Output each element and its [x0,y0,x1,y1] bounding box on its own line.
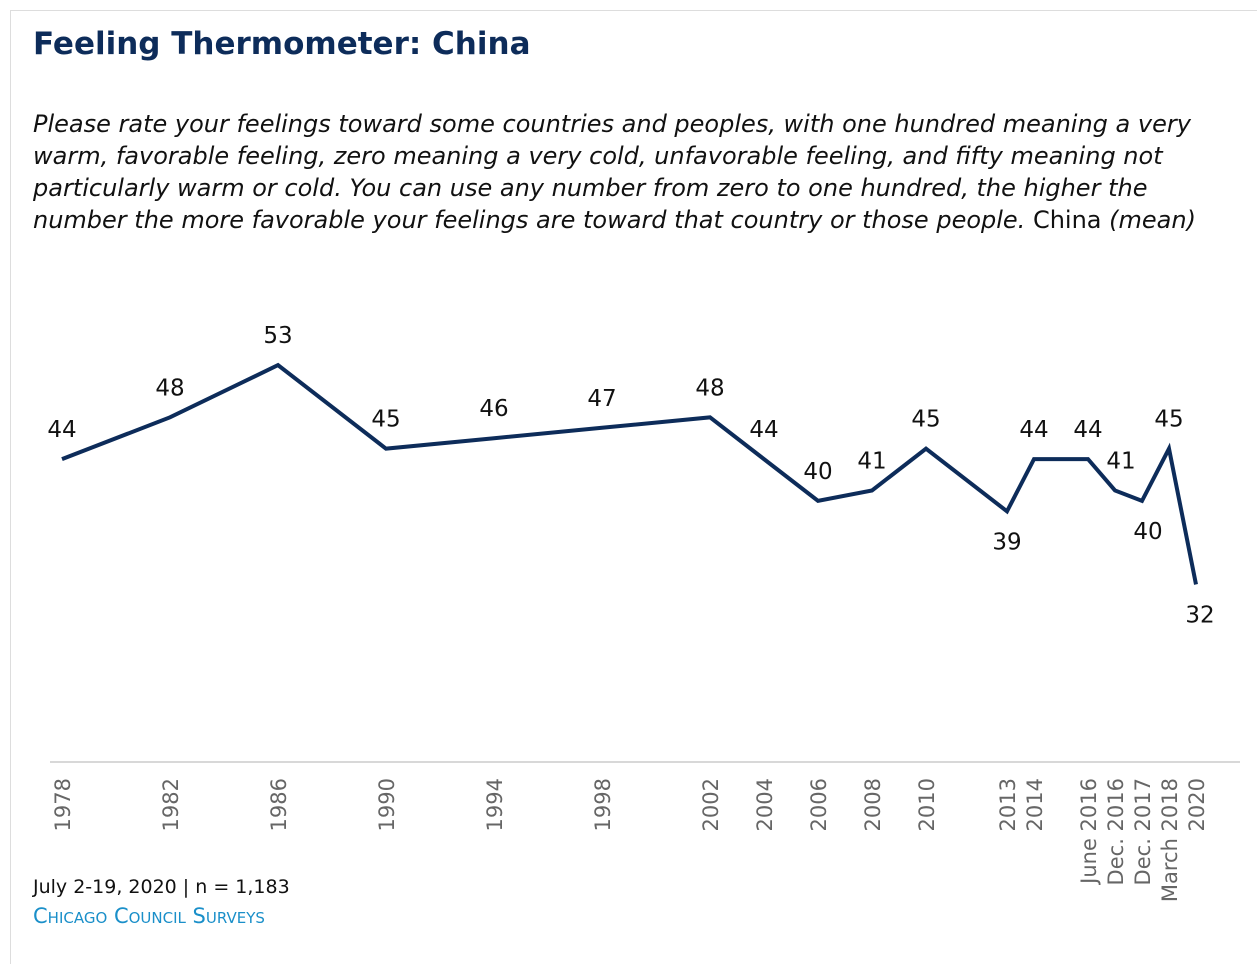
x-tick-label: 1982 [159,778,183,831]
x-tick-label: Dec. 2016 [1104,778,1128,885]
chart-title: Feeling Thermometer: China [33,26,531,62]
x-tick-label: 1998 [591,778,615,831]
data-label: 44 [1073,417,1102,443]
data-label: 47 [587,386,616,412]
x-tick-label: 2004 [753,778,777,831]
x-tick-label: 2008 [861,778,885,831]
source: Chicago Council Surveys [33,904,265,928]
data-label: 32 [1185,602,1214,628]
x-tick-label: 2014 [1023,778,1047,831]
x-tick-label: 2002 [699,778,723,831]
x-tick-label: June 2016 [1077,778,1101,886]
x-tick-label: 2013 [996,778,1020,831]
subtitle: Please rate your feelings toward some co… [33,108,1233,236]
data-label: 41 [857,448,886,474]
x-tick-label: 1994 [483,778,507,831]
data-label: 48 [155,375,184,401]
data-label: 44 [749,417,778,443]
data-label: 48 [695,375,724,401]
data-label: 53 [263,323,292,349]
x-tick-label: March 2018 [1158,778,1182,902]
data-label: 45 [371,407,400,433]
x-tick-label: Dec. 2017 [1131,778,1155,885]
data-label: 45 [911,407,940,433]
x-tick-label: 2010 [915,778,939,831]
data-label: 39 [992,529,1021,555]
x-tick-label: 2020 [1185,778,1209,831]
data-label: 44 [47,417,76,443]
subtitle-text: Please rate your feelings toward some co… [33,110,1191,234]
note: July 2-19, 2020 | n = 1,183 [33,876,290,898]
subtitle-end: (mean) [1109,206,1196,234]
subtitle-emphasis: China [1032,206,1102,234]
x-tick-label: 1986 [267,778,291,831]
data-label: 40 [803,459,832,485]
data-label: 41 [1106,448,1135,474]
data-label: 45 [1154,407,1183,433]
x-tick-label: 2006 [807,778,831,831]
data-label: 44 [1019,417,1048,443]
data-label: 46 [479,396,508,422]
x-tick-label: 1990 [375,778,399,831]
frame [10,10,1257,964]
data-label: 40 [1133,519,1162,545]
line [61,362,1198,585]
x-tick-label: 1978 [51,778,75,831]
